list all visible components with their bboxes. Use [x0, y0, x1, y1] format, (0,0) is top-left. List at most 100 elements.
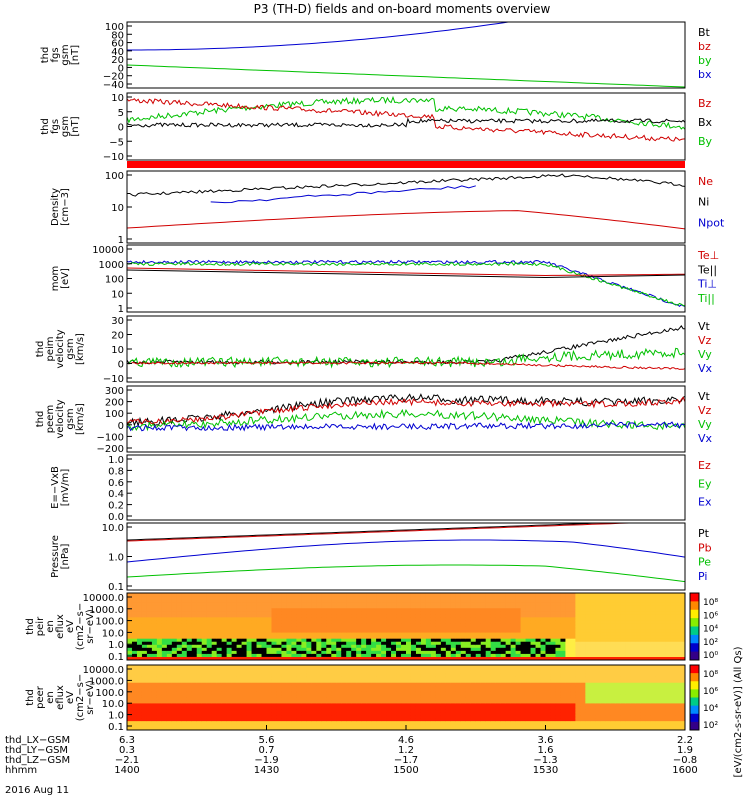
y-tick-label: 100 [105, 409, 124, 420]
x-tick-label: 1.9 [677, 745, 693, 756]
colorbar-swatch [690, 705, 699, 715]
y-axis-label-line: eflux [55, 614, 66, 639]
y-tick-label: 0.1 [108, 722, 124, 733]
y-tick-label: 0.0 [108, 512, 124, 523]
panel-9-frame [126, 592, 686, 661]
y-axis-label-line: velocity [55, 329, 66, 368]
by-line [127, 64, 685, 88]
y-tick-label: 10000.0 [83, 665, 124, 676]
y-tick-label: 1000 [99, 260, 124, 271]
vz-line-2 [127, 396, 685, 425]
y-axis-label-line: thd [35, 411, 46, 428]
y-axis-label-line: [nT] [70, 116, 81, 136]
legend-entry: Te|| [697, 263, 717, 276]
y-axis-label-line: Pressure [50, 535, 61, 578]
y-tick-label: 0.1 [108, 652, 124, 663]
y-tick-label: 20 [111, 55, 124, 66]
y-axis-label-line: fgs [50, 119, 61, 134]
vy-line [127, 347, 685, 369]
y-tick-label: 0.1 [108, 582, 124, 593]
y-axis-label-line: peer [35, 685, 46, 709]
panel-6-plot [127, 393, 685, 432]
colorbar-swatch [690, 593, 699, 602]
y-tick-label: 100.0 [95, 688, 124, 699]
x-tick-label: 2.2 [677, 735, 693, 746]
y-tick-label: 30 [111, 316, 124, 327]
ti-par-line [127, 261, 685, 307]
y-axis-label-line: thd [25, 618, 36, 635]
legend-entry: Vy [698, 348, 712, 361]
y-axis-label-line: eV [65, 691, 76, 704]
y-axis-label-line: [cm−3] [60, 188, 71, 226]
legend-entry: Vz [698, 404, 712, 417]
y-axis-label-line: peim [45, 336, 56, 361]
y-tick-label: −20 [103, 72, 124, 83]
x-tick-label: −0.8 [673, 755, 697, 766]
x-tick-label: −1.9 [254, 755, 278, 766]
y-tick-label: 5 [118, 108, 124, 119]
panel-3-frame [126, 170, 686, 244]
colorbar-swatch [690, 601, 699, 611]
y-axis-label: thd peem velocity gsm [km/s] [35, 399, 86, 438]
panel-4-plot [127, 259, 685, 307]
x-row-label: thd_LZ−GSM [5, 755, 70, 766]
panel-5-plot [127, 325, 685, 370]
colorbar-swatch [690, 673, 699, 682]
bx-line-2 [127, 117, 685, 128]
y-tick-label: 0 [118, 123, 124, 134]
y-tick-label: 0.4 [108, 489, 124, 500]
colorbar-swatch [690, 651, 699, 661]
y-axis-label-line: thd [35, 341, 46, 358]
x-tick-label: 1430 [254, 765, 279, 776]
legend-entry: Ne [698, 175, 713, 188]
colorbar-tick-label: 10² [703, 638, 718, 648]
legend-entry: Te⊥ [697, 249, 719, 262]
y-tick-label: 100 [105, 22, 124, 33]
x-row-label: thd_LY−GSM [5, 745, 68, 756]
x-tick-label: 1500 [393, 765, 418, 776]
x-tick-label: 4.6 [398, 735, 414, 746]
legend-entry: Pb [698, 541, 712, 554]
y-tick-label: 100 [105, 275, 124, 286]
legend-entry: Ni [698, 196, 709, 209]
y-axis-label: E=−VxB [mV/m] [50, 466, 71, 509]
legend-entry: Vx [698, 432, 713, 445]
y-axis-label-line: mom [50, 266, 61, 292]
y-tick-label: 10000.0 [83, 593, 124, 604]
y-tick-label: 1 [118, 235, 124, 246]
pi-line [127, 539, 685, 563]
panel-8-plot [127, 523, 685, 583]
panel-1-frame [126, 21, 686, 89]
y-axis-label-line: E=−VxB [50, 466, 61, 509]
y-tick-label: 1.0 [108, 553, 124, 564]
colorbar-tick-label: 10⁶ [703, 611, 718, 621]
x-tick-label: 1530 [533, 765, 558, 776]
y-axis-label-line: (cm2−s− [75, 674, 86, 721]
vy-line-3 [127, 408, 685, 432]
panel-2: 10 5 0 −5 −10 thd fgs gsm [nT] Bz Bx By [40, 92, 713, 163]
colorbar-frame [689, 664, 700, 731]
colorbars: 10⁸ 10⁶ 10⁴ 10² 10⁰ 10⁸ 10⁶ 10⁴ 10² [eV/(cm2-s-sr… [689, 592, 744, 777]
colorbar-swatch [690, 713, 699, 723]
y-tick-label: 80 [111, 30, 124, 41]
colorbar-tick-label: 10⁴ [703, 625, 718, 635]
colorbar-label: [eV/(cm2-s-sr-eV)] (All Qs) [733, 646, 744, 777]
pe-line [127, 564, 685, 583]
y-tick-label: −40 [103, 80, 124, 91]
y-axis-label-line: sr−eV) [85, 680, 96, 715]
colorbar-tick-label: 10⁴ [703, 704, 718, 714]
y-tick-label: 1000.0 [89, 605, 124, 616]
y-tick-label: 1 [118, 304, 124, 315]
ne-line [127, 210, 685, 230]
colorbar-swatch [690, 609, 699, 619]
y-axis-label-line: gsm [60, 116, 71, 137]
y-axis-label-line: thd [25, 689, 36, 706]
y-tick-label: 10.0 [102, 699, 124, 710]
panel-3: 100 10 1 Density [cm−3] Ne Ni Npot [50, 170, 725, 246]
y-tick-label: 1.0 [108, 455, 124, 466]
separator-band [127, 161, 685, 168]
x-tick-label: 1.2 [398, 745, 414, 756]
y-axis-label: Density [cm−3] [50, 188, 71, 226]
